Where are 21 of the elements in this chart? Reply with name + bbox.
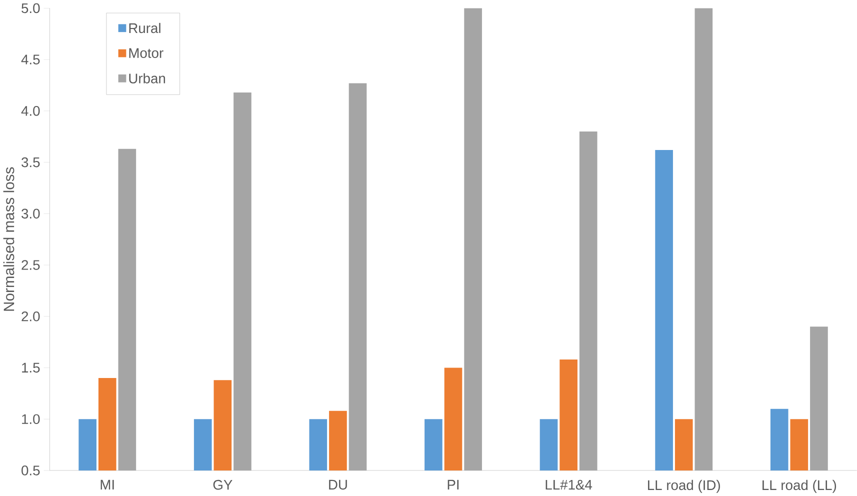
y-tick-label: 1.5 <box>22 362 40 373</box>
x-tick-label: LL road (ID) <box>648 480 720 493</box>
y-tick-label: 3.0 <box>22 208 40 219</box>
legend-label: Rural <box>129 22 160 34</box>
y-tick-label: 2.5 <box>22 260 40 270</box>
y-tick-label: 2.0 <box>22 311 40 322</box>
y-axis-title: Normalised mass loss <box>3 167 14 311</box>
legend-label: Motor <box>129 48 164 58</box>
y-tick-label: 1.0 <box>22 414 40 424</box>
x-tick-label: GY <box>213 480 232 490</box>
x-tick-label: DU <box>329 480 347 490</box>
y-tick-label: 4.0 <box>21 106 40 116</box>
y-tick-label: 4.5 <box>21 54 40 64</box>
y-tick-label: 0.5 <box>22 465 40 476</box>
y-tick-label: 5.0 <box>22 3 40 14</box>
x-tick-label: PI <box>448 480 459 490</box>
x-tick-label: LL road (LL) <box>762 480 836 493</box>
x-tick-label: MI <box>100 480 114 490</box>
y-tick-label: 3.5 <box>22 157 40 168</box>
legend-label: Urban <box>129 73 166 84</box>
x-tick-label: LL#1&4 <box>546 480 592 490</box>
